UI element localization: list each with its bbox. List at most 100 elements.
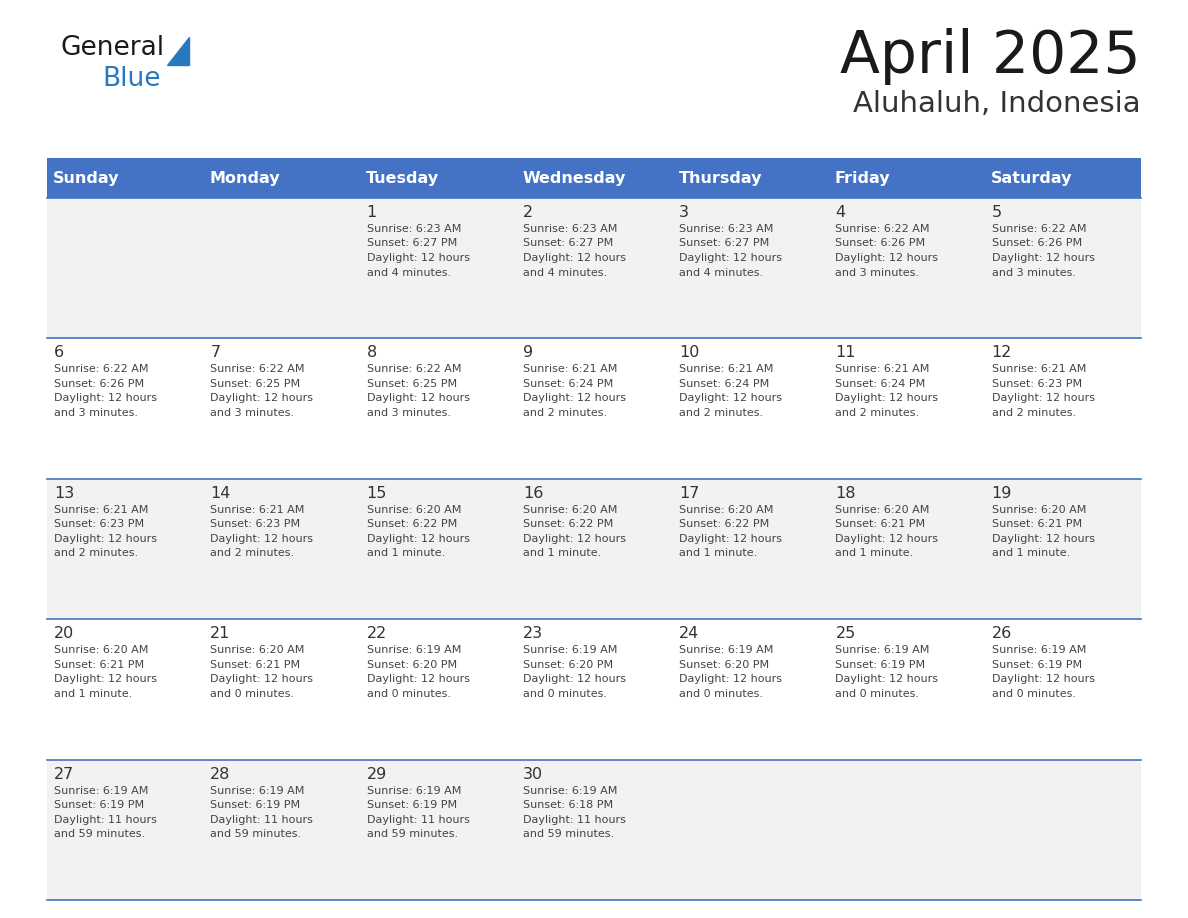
Text: 15: 15 — [367, 486, 387, 501]
Text: Daylight: 11 hours: Daylight: 11 hours — [53, 814, 157, 824]
Text: General: General — [61, 35, 164, 61]
Text: 4: 4 — [835, 205, 846, 220]
Text: Sunrise: 6:21 AM: Sunrise: 6:21 AM — [53, 505, 148, 515]
Text: and 1 minute.: and 1 minute. — [53, 688, 132, 699]
Text: and 3 minutes.: and 3 minutes. — [835, 267, 920, 277]
Text: 11: 11 — [835, 345, 857, 361]
Text: Sunset: 6:26 PM: Sunset: 6:26 PM — [835, 239, 925, 249]
Text: Daylight: 12 hours: Daylight: 12 hours — [53, 394, 157, 403]
Text: and 2 minutes.: and 2 minutes. — [523, 408, 607, 418]
Text: Daylight: 12 hours: Daylight: 12 hours — [523, 533, 626, 543]
Text: Monday: Monday — [209, 171, 280, 185]
Text: Daylight: 12 hours: Daylight: 12 hours — [367, 394, 469, 403]
Text: 26: 26 — [992, 626, 1012, 641]
Text: Sunset: 6:19 PM: Sunset: 6:19 PM — [210, 800, 301, 810]
Text: Sunrise: 6:19 AM: Sunrise: 6:19 AM — [523, 645, 618, 655]
Text: Sunset: 6:19 PM: Sunset: 6:19 PM — [53, 800, 144, 810]
Text: Daylight: 12 hours: Daylight: 12 hours — [835, 253, 939, 263]
Text: 10: 10 — [680, 345, 700, 361]
Text: and 1 minute.: and 1 minute. — [992, 548, 1070, 558]
Text: and 0 minutes.: and 0 minutes. — [992, 688, 1076, 699]
Text: Sunset: 6:25 PM: Sunset: 6:25 PM — [367, 379, 456, 389]
Text: 8: 8 — [367, 345, 377, 361]
Text: Sunrise: 6:23 AM: Sunrise: 6:23 AM — [367, 224, 461, 234]
Text: 24: 24 — [680, 626, 700, 641]
Bar — [48, 479, 1140, 620]
Text: Sunset: 6:24 PM: Sunset: 6:24 PM — [835, 379, 925, 389]
Text: and 59 minutes.: and 59 minutes. — [210, 829, 302, 839]
Text: and 59 minutes.: and 59 minutes. — [523, 829, 614, 839]
Bar — [48, 339, 1140, 479]
Text: Daylight: 12 hours: Daylight: 12 hours — [835, 533, 939, 543]
Text: Daylight: 12 hours: Daylight: 12 hours — [523, 394, 626, 403]
Text: Sunset: 6:19 PM: Sunset: 6:19 PM — [835, 660, 925, 670]
Text: and 3 minutes.: and 3 minutes. — [367, 408, 450, 418]
Text: Sunset: 6:24 PM: Sunset: 6:24 PM — [523, 379, 613, 389]
Text: Sunset: 6:23 PM: Sunset: 6:23 PM — [53, 520, 144, 530]
Text: Sunset: 6:24 PM: Sunset: 6:24 PM — [680, 379, 770, 389]
Text: Saturday: Saturday — [991, 171, 1073, 185]
Text: Sunset: 6:20 PM: Sunset: 6:20 PM — [367, 660, 456, 670]
Text: Sunrise: 6:19 AM: Sunrise: 6:19 AM — [523, 786, 618, 796]
Text: Daylight: 12 hours: Daylight: 12 hours — [835, 394, 939, 403]
Text: 19: 19 — [992, 486, 1012, 501]
Text: and 2 minutes.: and 2 minutes. — [53, 548, 138, 558]
Text: Sunset: 6:26 PM: Sunset: 6:26 PM — [53, 379, 144, 389]
Text: Daylight: 12 hours: Daylight: 12 hours — [680, 253, 782, 263]
Text: 16: 16 — [523, 486, 543, 501]
Text: 28: 28 — [210, 767, 230, 781]
Text: Sunrise: 6:19 AM: Sunrise: 6:19 AM — [53, 786, 148, 796]
Text: Sunrise: 6:20 AM: Sunrise: 6:20 AM — [523, 505, 618, 515]
Text: Daylight: 12 hours: Daylight: 12 hours — [680, 533, 782, 543]
Text: 3: 3 — [680, 205, 689, 220]
Text: 23: 23 — [523, 626, 543, 641]
Text: Sunrise: 6:19 AM: Sunrise: 6:19 AM — [367, 645, 461, 655]
Text: Sunrise: 6:23 AM: Sunrise: 6:23 AM — [680, 224, 773, 234]
Text: 7: 7 — [210, 345, 221, 361]
Text: Sunset: 6:22 PM: Sunset: 6:22 PM — [367, 520, 457, 530]
Text: Daylight: 12 hours: Daylight: 12 hours — [367, 253, 469, 263]
Text: Daylight: 12 hours: Daylight: 12 hours — [367, 533, 469, 543]
Text: Sunset: 6:21 PM: Sunset: 6:21 PM — [210, 660, 301, 670]
Text: Sunrise: 6:20 AM: Sunrise: 6:20 AM — [210, 645, 304, 655]
Text: 18: 18 — [835, 486, 857, 501]
Text: Sunrise: 6:21 AM: Sunrise: 6:21 AM — [680, 364, 773, 375]
Text: Daylight: 12 hours: Daylight: 12 hours — [523, 674, 626, 684]
Text: 25: 25 — [835, 626, 855, 641]
Text: Sunset: 6:19 PM: Sunset: 6:19 PM — [992, 660, 1082, 670]
Text: Sunset: 6:22 PM: Sunset: 6:22 PM — [680, 520, 770, 530]
Text: Daylight: 11 hours: Daylight: 11 hours — [523, 814, 626, 824]
Text: and 1 minute.: and 1 minute. — [523, 548, 601, 558]
Text: Daylight: 12 hours: Daylight: 12 hours — [992, 533, 1095, 543]
Text: Daylight: 12 hours: Daylight: 12 hours — [992, 674, 1095, 684]
Bar — [48, 759, 1140, 900]
Text: 2: 2 — [523, 205, 533, 220]
Text: Sunrise: 6:19 AM: Sunrise: 6:19 AM — [835, 645, 930, 655]
Text: Daylight: 12 hours: Daylight: 12 hours — [680, 674, 782, 684]
Text: Sunset: 6:21 PM: Sunset: 6:21 PM — [835, 520, 925, 530]
Text: Sunset: 6:19 PM: Sunset: 6:19 PM — [367, 800, 456, 810]
Text: Sunset: 6:23 PM: Sunset: 6:23 PM — [210, 520, 301, 530]
Text: Daylight: 11 hours: Daylight: 11 hours — [367, 814, 469, 824]
Text: Sunrise: 6:22 AM: Sunrise: 6:22 AM — [835, 224, 930, 234]
Text: Sunset: 6:18 PM: Sunset: 6:18 PM — [523, 800, 613, 810]
Polygon shape — [168, 37, 189, 65]
Bar — [48, 198, 1140, 339]
Text: 30: 30 — [523, 767, 543, 781]
Text: and 3 minutes.: and 3 minutes. — [53, 408, 138, 418]
Text: and 2 minutes.: and 2 minutes. — [992, 408, 1076, 418]
Text: Daylight: 12 hours: Daylight: 12 hours — [835, 674, 939, 684]
Text: Friday: Friday — [835, 171, 890, 185]
Text: Tuesday: Tuesday — [366, 171, 438, 185]
Text: and 1 minute.: and 1 minute. — [680, 548, 758, 558]
Text: Sunrise: 6:19 AM: Sunrise: 6:19 AM — [367, 786, 461, 796]
Text: Sunrise: 6:19 AM: Sunrise: 6:19 AM — [680, 645, 773, 655]
Text: and 59 minutes.: and 59 minutes. — [53, 829, 145, 839]
Text: Sunrise: 6:20 AM: Sunrise: 6:20 AM — [367, 505, 461, 515]
Text: Sunset: 6:20 PM: Sunset: 6:20 PM — [523, 660, 613, 670]
Text: April 2025: April 2025 — [840, 28, 1140, 85]
Text: Thursday: Thursday — [678, 171, 762, 185]
Text: and 0 minutes.: and 0 minutes. — [210, 688, 295, 699]
Text: Sunrise: 6:21 AM: Sunrise: 6:21 AM — [835, 364, 930, 375]
Text: 14: 14 — [210, 486, 230, 501]
